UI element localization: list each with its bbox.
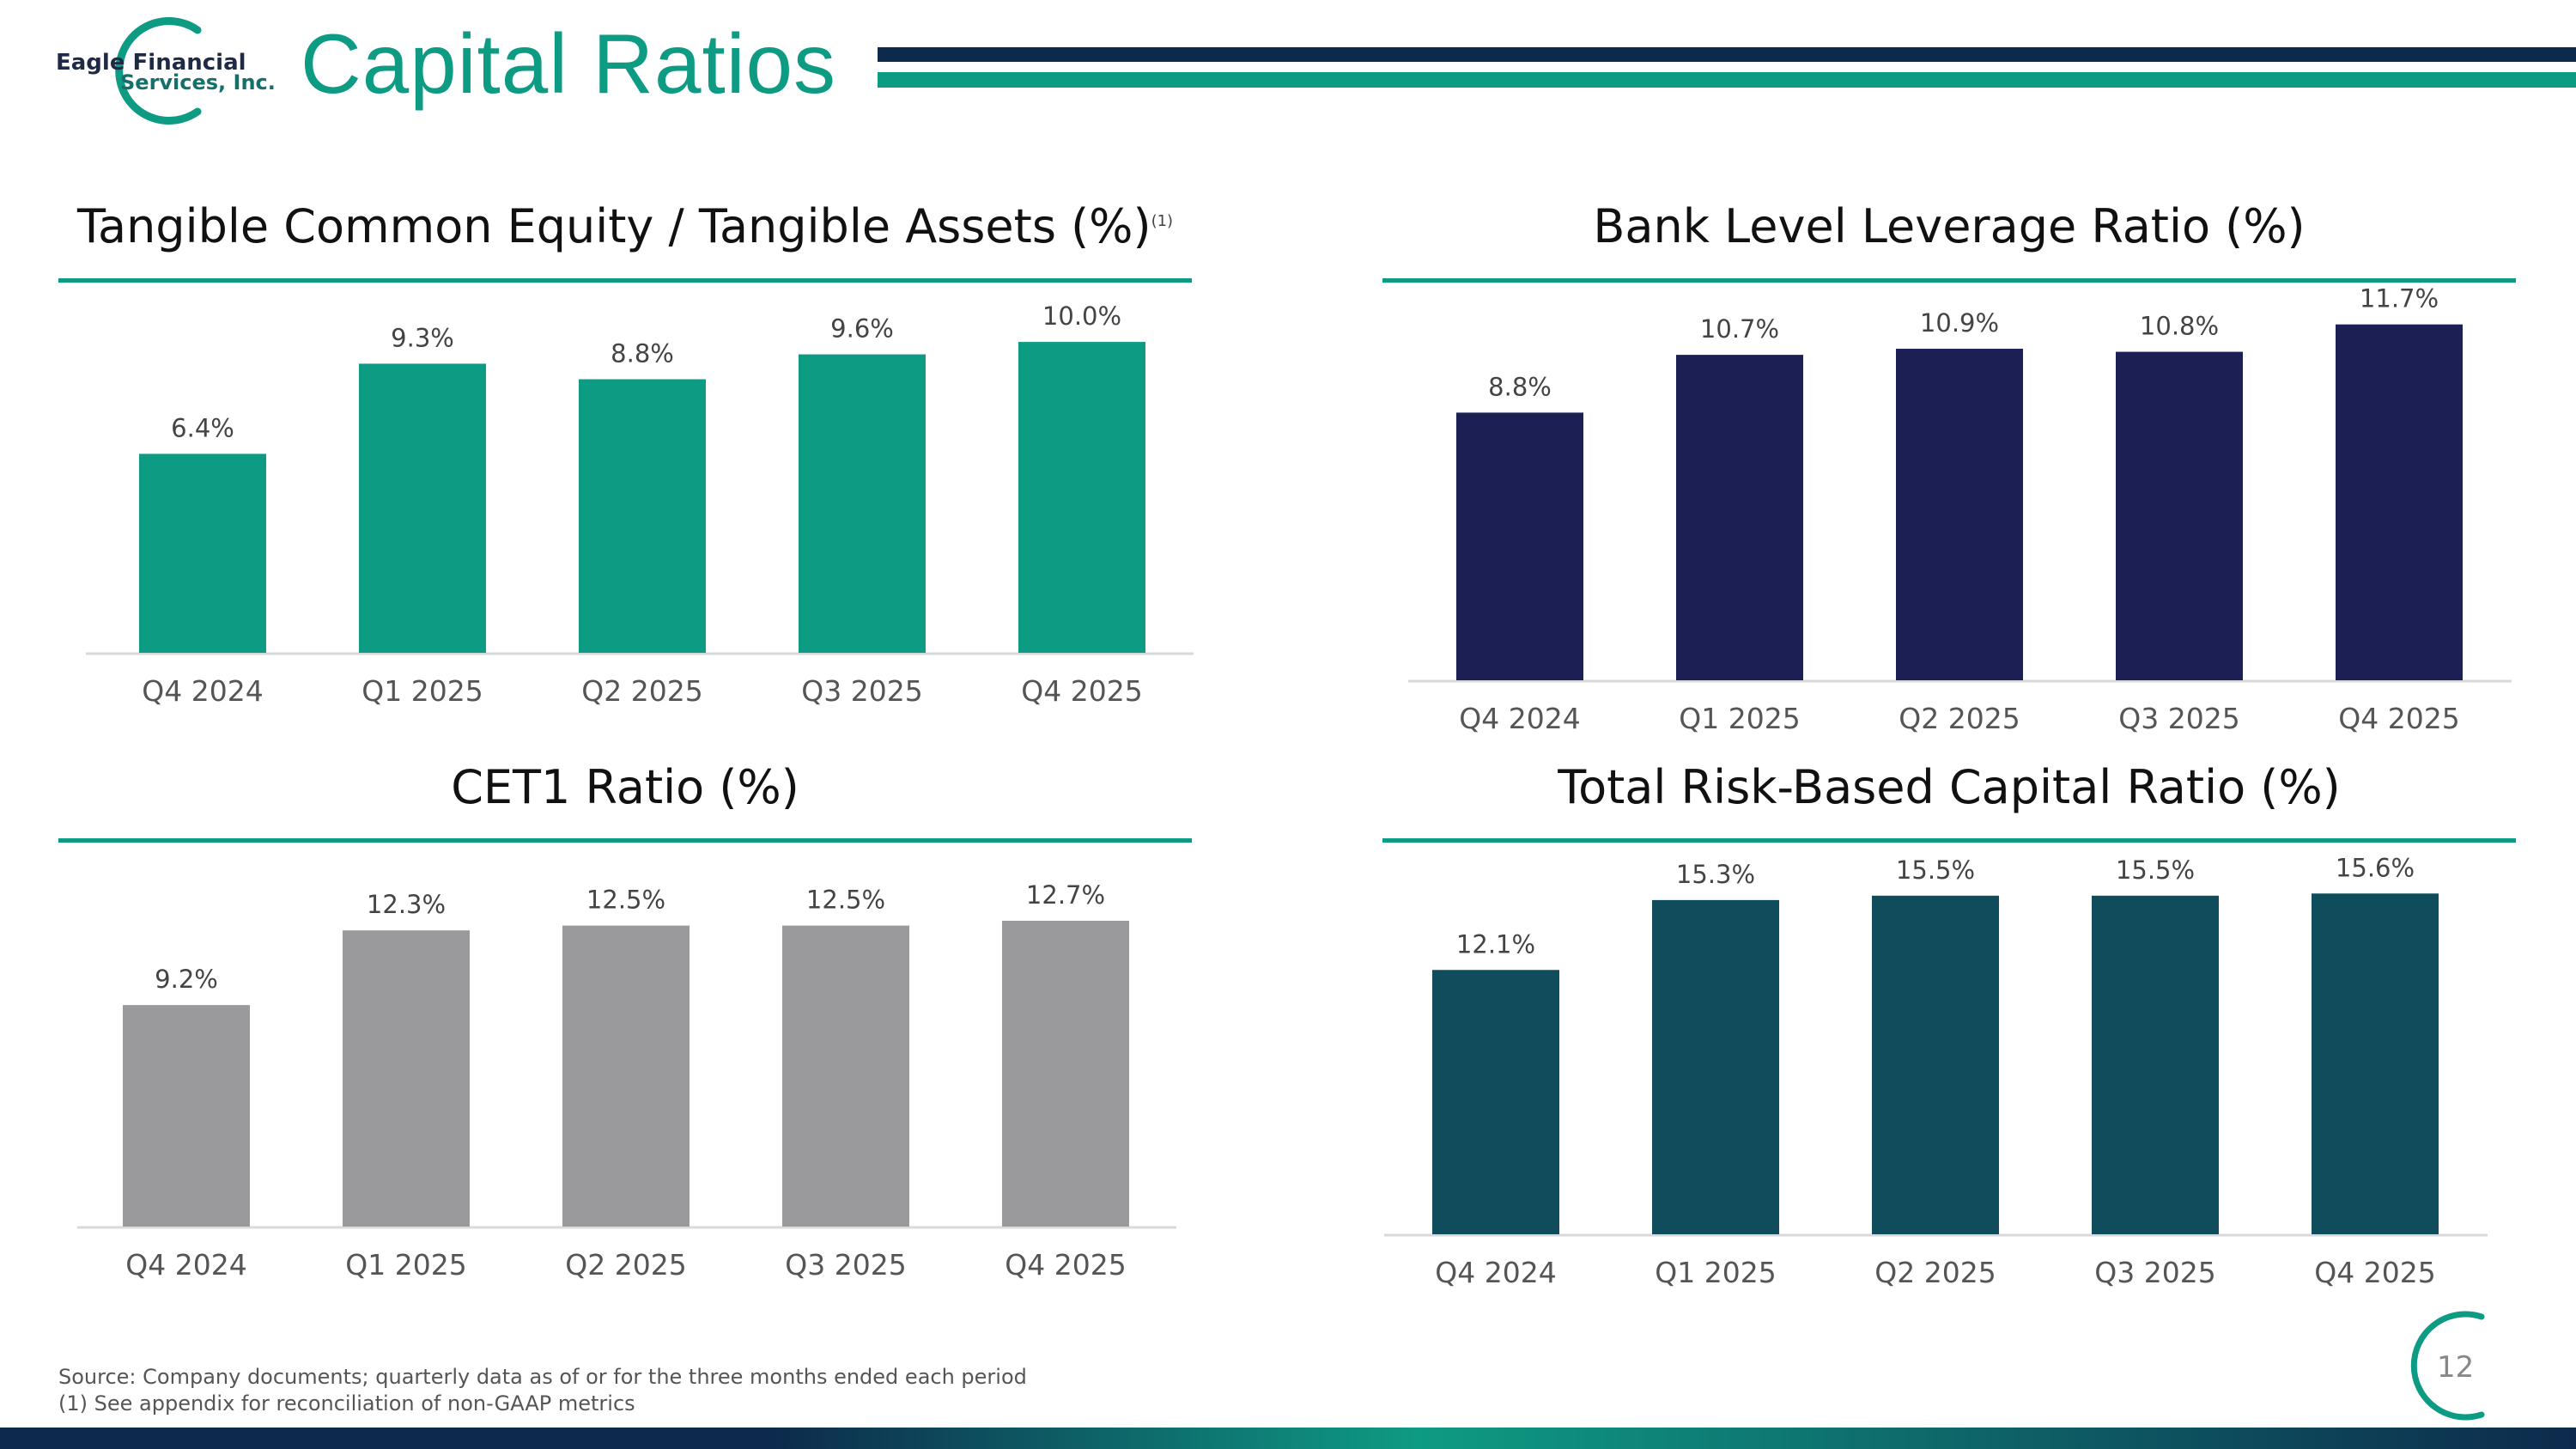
data-label: 9.6% — [830, 314, 894, 344]
source-note: Source: Company documents; quarterly dat… — [58, 1365, 1027, 1389]
x-tick-label: Q3 2025 — [2094, 1256, 2215, 1289]
bar-q1-2025 — [1652, 899, 1779, 1234]
data-label: 15.3% — [1676, 860, 1755, 889]
footnote-marker: (1) — [1151, 212, 1174, 230]
x-tick-label: Q1 2025 — [345, 1248, 466, 1282]
bar-q4-2025 — [1002, 921, 1129, 1227]
x-tick-label: Q4 2024 — [142, 674, 263, 708]
data-label: 9.2% — [155, 965, 218, 994]
data-label: 15.5% — [1896, 855, 1975, 885]
logo-line2: Services, Inc. — [120, 70, 276, 94]
bar-q2-2025 — [1872, 895, 1999, 1234]
data-label: 15.6% — [2336, 853, 2415, 882]
x-tick-label: Q4 2024 — [1459, 702, 1580, 735]
x-tick-label: Q1 2025 — [1655, 1256, 1776, 1289]
x-tick-label: Q4 2025 — [1005, 1248, 1126, 1282]
footnote: Source: Company documents; quarterly dat… — [58, 1364, 1027, 1417]
data-label: 12.5% — [586, 886, 665, 915]
bar-q3-2025 — [2092, 895, 2219, 1234]
logo-line1: Eagle Financial — [56, 50, 246, 76]
chart-total-rbc: 12.1% Q4 2024 15.3% Q1 2025 15.5% Q2 2025 15.5… — [1384, 853, 2488, 1289]
page-title: Capital Ratios — [301, 16, 837, 111]
chart-tce-ta: 6.4% Q4 2024 9.3% Q1 2025 8.8% Q2 2025 9.6% Q3 … — [86, 301, 1194, 708]
non-gaap-note: (1) See appendix for reconciliation of n… — [58, 1391, 635, 1416]
x-tick-label: Q4 2025 — [2314, 1256, 2435, 1289]
x-tick-label: Q4 2024 — [1435, 1256, 1556, 1289]
x-tick-label: Q2 2025 — [565, 1248, 686, 1282]
data-label: 11.7% — [2360, 284, 2439, 314]
chart-2-title: Bank Level Leverage Ratio (%) — [1593, 199, 2306, 253]
bar-q4-2024 — [1432, 970, 1559, 1234]
x-tick-label: Q2 2025 — [1874, 1256, 1996, 1289]
data-label: 12.5% — [806, 886, 885, 915]
chart-3-title: CET1 Ratio (%) — [451, 760, 799, 814]
data-label: 10.8% — [2140, 312, 2219, 341]
data-label: 8.8% — [1488, 372, 1552, 401]
bar-q4-2025 — [2312, 893, 2439, 1234]
chart-cet1: 9.2% Q4 2024 12.3% Q1 2025 12.5% Q2 2025 12.5%… — [77, 880, 1176, 1282]
bar-q2-2025 — [562, 925, 690, 1227]
x-tick-label: Q3 2025 — [2118, 702, 2239, 735]
bar-q1-2025 — [359, 363, 486, 653]
data-label: 6.4% — [171, 413, 234, 442]
x-tick-label: Q4 2024 — [125, 1248, 246, 1282]
bar-q4-2024 — [1456, 412, 1583, 680]
x-tick-label: Q4 2025 — [1021, 674, 1142, 708]
x-tick-label: Q3 2025 — [785, 1248, 906, 1282]
chart-leverage: 8.8% Q4 2024 10.7% Q1 2025 10.9% Q2 2025 10.8%… — [1408, 284, 2512, 735]
bar-q1-2025 — [343, 930, 470, 1227]
bar-q3-2025 — [2116, 351, 2243, 680]
x-tick-label: Q1 2025 — [361, 674, 483, 708]
bar-q4-2025 — [2336, 324, 2463, 680]
logo-ring-icon — [115, 17, 202, 125]
bar-q2-2025 — [579, 379, 706, 653]
chart-1-title: Tangible Common Equity / Tangible Assets… — [76, 199, 1174, 253]
bar-q4-2025 — [1018, 342, 1145, 653]
bar-q3-2025 — [782, 925, 909, 1227]
data-label: 8.8% — [611, 339, 674, 368]
data-label: 12.7% — [1026, 880, 1105, 910]
x-tick-label: Q3 2025 — [801, 674, 922, 708]
bar-q3-2025 — [799, 354, 926, 653]
bar-q4-2024 — [123, 1005, 250, 1227]
data-label: 12.1% — [1456, 929, 1535, 959]
x-tick-label: Q1 2025 — [1679, 702, 1800, 735]
x-tick-label: Q4 2025 — [2338, 702, 2459, 735]
data-label: 10.9% — [1920, 308, 1999, 338]
data-label: 9.3% — [391, 323, 454, 352]
chart-4-title-rule — [1382, 838, 2516, 843]
page-number: 12 — [2437, 1350, 2475, 1385]
bar-q2-2025 — [1896, 349, 2023, 680]
chart-1-title-rule — [58, 278, 1192, 283]
header-rule-teal — [878, 72, 2576, 88]
header-rule-navy — [878, 47, 2576, 62]
bar-q1-2025 — [1676, 355, 1803, 680]
data-label: 12.3% — [367, 890, 446, 919]
company-logo: Eagle Financial Services, Inc. — [47, 17, 276, 125]
x-tick-label: Q2 2025 — [581, 674, 702, 708]
data-label: 10.7% — [1700, 314, 1779, 344]
chart-2-title-rule — [1382, 278, 2516, 283]
chart-3-title-rule — [58, 838, 1192, 843]
bar-q4-2024 — [139, 454, 266, 653]
data-label: 15.5% — [2116, 855, 2195, 885]
data-label: 10.0% — [1042, 301, 1121, 331]
page-ring-icon — [2410, 1311, 2485, 1421]
x-tick-label: Q2 2025 — [1899, 702, 2020, 735]
bottom-band — [0, 1428, 2576, 1449]
chart-4-title: Total Risk-Based Capital Ratio (%) — [1558, 760, 2341, 814]
